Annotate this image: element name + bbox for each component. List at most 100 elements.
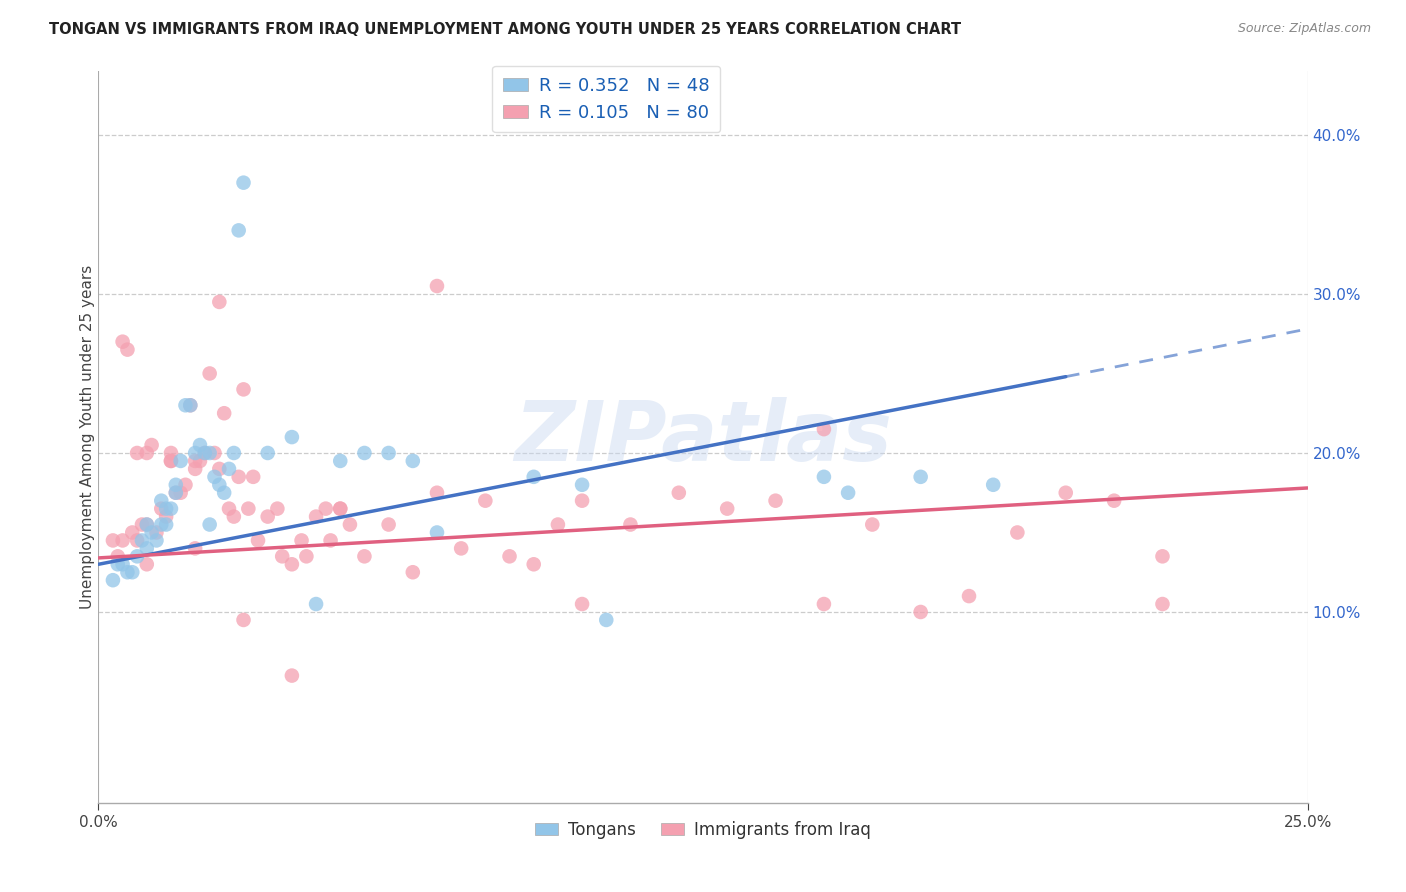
Point bbox=[107, 558, 129, 572]
Point bbox=[281, 558, 304, 572]
Point bbox=[198, 367, 221, 381]
Point bbox=[135, 446, 157, 460]
Point bbox=[127, 549, 149, 564]
Point bbox=[910, 605, 932, 619]
Point bbox=[208, 462, 231, 476]
Point bbox=[813, 597, 835, 611]
Text: TONGAN VS IMMIGRANTS FROM IRAQ UNEMPLOYMENT AMONG YOUTH UNDER 25 YEARS CORRELATI: TONGAN VS IMMIGRANTS FROM IRAQ UNEMPLOYM… bbox=[49, 22, 962, 37]
Point bbox=[222, 446, 245, 460]
Point bbox=[117, 343, 139, 357]
Point bbox=[169, 454, 191, 468]
Point bbox=[135, 541, 157, 556]
Point bbox=[813, 470, 835, 484]
Point bbox=[212, 406, 235, 420]
Point bbox=[228, 470, 250, 484]
Point bbox=[290, 533, 312, 548]
Point bbox=[860, 517, 883, 532]
Point bbox=[339, 517, 361, 532]
Point bbox=[218, 462, 240, 476]
Point bbox=[402, 566, 425, 580]
Point bbox=[474, 493, 496, 508]
Point bbox=[150, 501, 173, 516]
Point bbox=[188, 438, 211, 452]
Point bbox=[188, 454, 211, 468]
Point bbox=[198, 517, 221, 532]
Point bbox=[160, 501, 183, 516]
Point bbox=[212, 485, 235, 500]
Point bbox=[256, 509, 278, 524]
Point bbox=[295, 549, 318, 564]
Point bbox=[101, 573, 124, 587]
Point bbox=[1152, 549, 1174, 564]
Point bbox=[107, 549, 129, 564]
Point bbox=[208, 477, 231, 491]
Point bbox=[315, 501, 337, 516]
Point bbox=[256, 446, 278, 460]
Point bbox=[837, 485, 859, 500]
Point bbox=[353, 446, 375, 460]
Point bbox=[353, 549, 375, 564]
Point bbox=[121, 525, 143, 540]
Point bbox=[523, 558, 546, 572]
Point bbox=[169, 485, 191, 500]
Point bbox=[165, 477, 187, 491]
Point bbox=[155, 517, 177, 532]
Point bbox=[329, 501, 352, 516]
Point bbox=[232, 176, 254, 190]
Point bbox=[184, 446, 207, 460]
Point bbox=[160, 454, 183, 468]
Legend: Tongans, Immigrants from Iraq: Tongans, Immigrants from Iraq bbox=[529, 814, 877, 846]
Point bbox=[174, 477, 197, 491]
Point bbox=[127, 446, 149, 460]
Point bbox=[218, 501, 240, 516]
Point bbox=[145, 525, 167, 540]
Text: ZIPatlas: ZIPatlas bbox=[515, 397, 891, 477]
Point bbox=[377, 446, 399, 460]
Point bbox=[194, 446, 217, 460]
Point bbox=[135, 558, 157, 572]
Point bbox=[271, 549, 294, 564]
Point bbox=[165, 485, 187, 500]
Point bbox=[571, 597, 593, 611]
Point bbox=[131, 533, 153, 548]
Point bbox=[498, 549, 520, 564]
Point bbox=[101, 533, 124, 548]
Point bbox=[150, 517, 173, 532]
Point bbox=[121, 566, 143, 580]
Point bbox=[117, 566, 139, 580]
Point bbox=[668, 485, 690, 500]
Point bbox=[135, 517, 157, 532]
Point bbox=[111, 558, 134, 572]
Point bbox=[305, 597, 328, 611]
Point bbox=[450, 541, 472, 556]
Point bbox=[957, 589, 980, 603]
Point bbox=[150, 493, 173, 508]
Point bbox=[204, 470, 226, 484]
Point bbox=[571, 477, 593, 491]
Point bbox=[281, 668, 304, 682]
Point bbox=[716, 501, 738, 516]
Point bbox=[141, 525, 163, 540]
Point bbox=[571, 493, 593, 508]
Y-axis label: Unemployment Among Youth under 25 years: Unemployment Among Youth under 25 years bbox=[80, 265, 94, 609]
Point bbox=[141, 438, 163, 452]
Point bbox=[305, 509, 328, 524]
Point bbox=[222, 509, 245, 524]
Point bbox=[319, 533, 342, 548]
Point bbox=[247, 533, 270, 548]
Point bbox=[184, 462, 207, 476]
Point bbox=[426, 485, 449, 500]
Point bbox=[160, 446, 183, 460]
Point bbox=[377, 517, 399, 532]
Point bbox=[426, 279, 449, 293]
Point bbox=[238, 501, 260, 516]
Point bbox=[194, 446, 217, 460]
Point bbox=[145, 533, 167, 548]
Point bbox=[329, 501, 352, 516]
Point bbox=[204, 446, 226, 460]
Point bbox=[523, 470, 546, 484]
Point bbox=[619, 517, 641, 532]
Point bbox=[426, 525, 449, 540]
Point bbox=[184, 454, 207, 468]
Point bbox=[232, 383, 254, 397]
